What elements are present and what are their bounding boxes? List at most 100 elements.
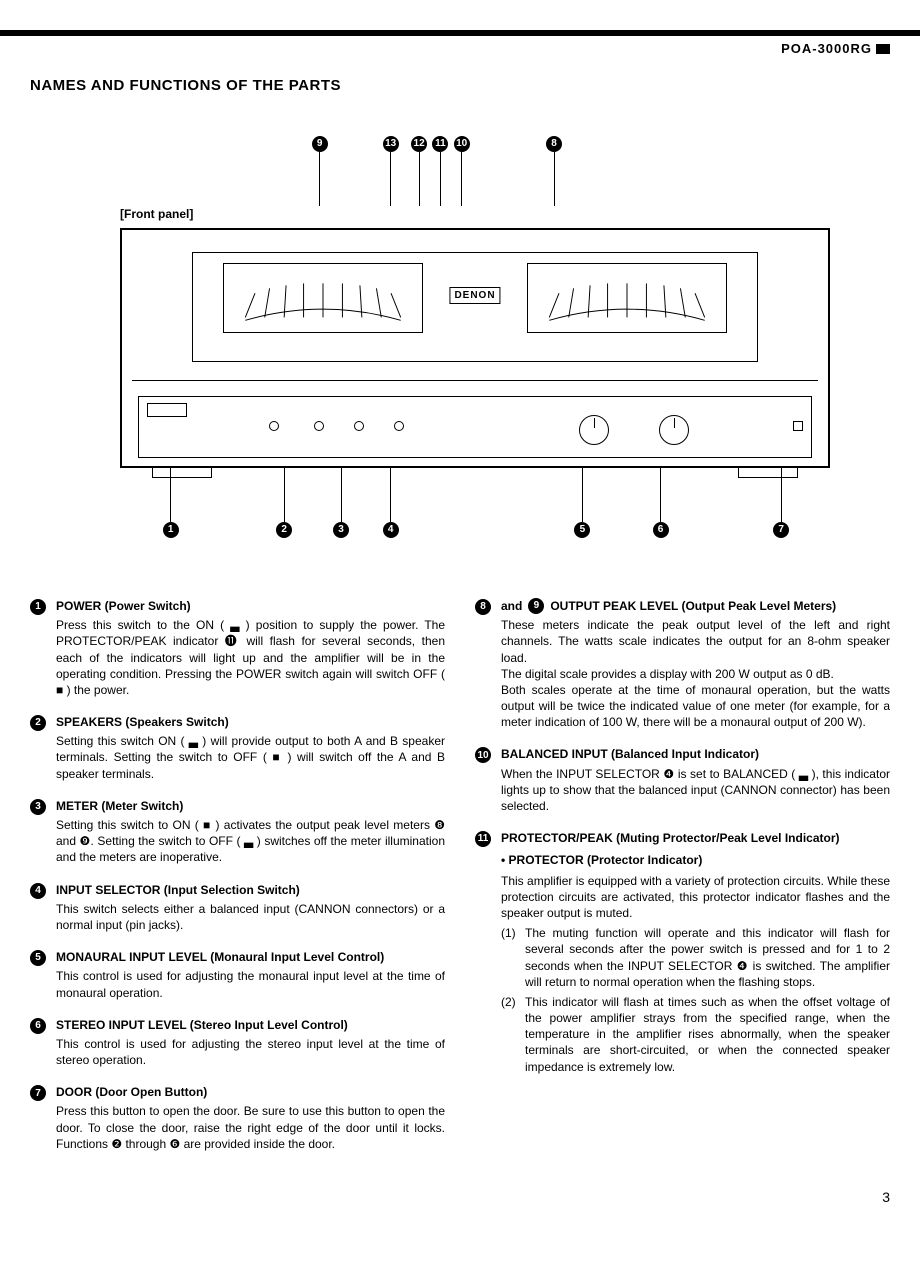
callout-number: 5 [30,950,46,966]
item-2: 2 SPEAKERS (Speakers Switch) Setting this … [30,714,445,782]
meter-scale-icon [224,264,422,332]
callout-line [461,152,462,206]
item-title: METER (Meter Switch) [56,798,445,814]
item-body: BALANCED INPUT (Balanced Input Indicator… [501,746,890,814]
callout-marker: 3 [333,468,349,538]
callout-number: 9 [312,136,328,152]
door-button-graphic [793,421,803,431]
meter-scale-icon [528,264,726,332]
callout-number: 2 [276,522,292,538]
callout-number: 5 [574,522,590,538]
meter-left [223,263,423,333]
model-header: POA-3000RG [30,40,890,58]
brand-badge: DENON [449,287,500,305]
item-title: BALANCED INPUT (Balanced Input Indicator… [501,746,890,762]
callout-marker: 13 [383,136,399,206]
meter-panel: DENON [192,252,758,362]
knob-graphic [579,415,609,445]
callout-line [554,152,555,206]
callout-number: 1 [163,522,179,538]
front-panel-diagram: 9131211108 [Front panel] DENON [120,136,830,538]
callout-number: 3 [30,799,46,815]
callout-line [582,468,583,522]
item-4: 4 INPUT SELECTOR (Input Selection Switch)… [30,882,445,934]
item-body: METER (Meter Switch)Setting this switch … [56,798,445,866]
callout-marker: 4 [383,468,399,538]
switch-graphic [269,421,279,431]
callout-number: 12 [411,136,427,152]
item-3: 3 METER (Meter Switch)Setting this switch… [30,798,445,866]
callout-number: 1 [30,599,46,615]
column-right: 8 and 9 OUTPUT PEAK LEVEL (Output Peak L… [475,598,890,1168]
item-10: 10 BALANCED INPUT (Balanced Input Indica… [475,746,890,814]
knob-graphic [659,415,689,445]
item-text: These meters indicate the peak output le… [501,617,890,730]
enum-2: (2) This indicator will flash at times s… [501,994,890,1075]
callout-number: 2 [30,715,46,731]
item-body: INPUT SELECTOR (Input Selection Switch)T… [56,882,445,934]
callout-line [390,468,391,522]
section-title: NAMES AND FUNCTIONS OF THE PARTS [30,76,890,96]
callout-marker: 7 [773,468,789,538]
item-5: 5 MONAURAL INPUT LEVEL (Monaural Input Le… [30,949,445,1001]
switch-graphic [354,421,364,431]
item-body: MONAURAL INPUT LEVEL (Monaural Input Lev… [56,949,445,1001]
callout-marker: 11 [432,136,448,206]
item-text: This control is used for adjusting the m… [56,968,445,1000]
callout-number: 7 [30,1085,46,1101]
callout-marker: 9 [312,136,328,206]
callout-number: 8 [475,599,491,615]
callout-line [319,152,320,206]
item-title: MONAURAL INPUT LEVEL (Monaural Input Lev… [56,949,445,965]
callout-line [390,152,391,206]
callout-marker: 1 [163,468,179,538]
item-body: SPEAKERS (Speakers Switch) Setting this s… [56,714,445,782]
item-title: and 9 OUTPUT PEAK LEVEL (Output Peak Lev… [501,598,890,614]
callout-line [284,468,285,522]
switch-graphic [394,421,404,431]
callout-number: 11 [432,136,448,152]
item-6: 6 STEREO INPUT LEVEL (Stereo Input Level … [30,1017,445,1069]
item-body: PROTECTOR/PEAK (Muting Protector/Peak Le… [501,830,890,1075]
callout-line [170,468,171,522]
header-block-icon [876,44,890,54]
enum-1: (1) The muting function will operate and… [501,925,890,990]
callout-marker: 12 [411,136,427,206]
callout-number: 6 [30,1018,46,1034]
panel-label: [Front panel] [120,206,830,222]
item-text: Setting this switch ON ( ▃ ) will provid… [56,733,445,782]
item-11: 11 PROTECTOR/PEAK (Muting Protector/Peak… [475,830,890,1075]
callout-number: 9 [528,598,544,614]
callout-marker: 10 [454,136,470,206]
meter-right [527,263,727,333]
model-number: POA-3000RG [781,40,872,58]
callout-number: 3 [333,522,349,538]
callout-number: 13 [383,136,399,152]
top-rule [0,30,920,36]
callout-number: 4 [30,883,46,899]
item-body: STEREO INPUT LEVEL (Stereo Input Level C… [56,1017,445,1069]
item-body: and 9 OUTPUT PEAK LEVEL (Output Peak Lev… [501,598,890,731]
lower-panel [138,396,812,458]
item-text: Press this button to open the door. Be s… [56,1103,445,1152]
item-title: SPEAKERS (Speakers Switch) [56,714,445,730]
item-title: DOOR (Door Open Button) [56,1084,445,1100]
callout-number: 10 [475,747,491,763]
item-8-9: 8 and 9 OUTPUT PEAK LEVEL (Output Peak L… [475,598,890,731]
item-body: POWER (Power Switch)Press this switch to… [56,598,445,698]
callout-number: 7 [773,522,789,538]
descriptions: 1 POWER (Power Switch)Press this switch t… [30,598,890,1168]
item-text: This amplifier is equipped with a variet… [501,873,890,922]
callout-marker: 8 [546,136,562,206]
chassis: DENON [120,228,830,468]
callout-marker: 6 [653,468,669,538]
item-text: This switch selects either a balanced in… [56,901,445,933]
switch-graphic [314,421,324,431]
item-7: 7 DOOR (Door Open Button) Press this butto… [30,1084,445,1152]
item-text: When the INPUT SELECTOR ❹ is set to BALA… [501,766,890,815]
callout-line [781,468,782,522]
callout-number: 11 [475,831,491,847]
item-body: DOOR (Door Open Button) Press this button… [56,1084,445,1152]
callout-number: 6 [653,522,669,538]
item-title: STEREO INPUT LEVEL (Stereo Input Level C… [56,1017,445,1033]
